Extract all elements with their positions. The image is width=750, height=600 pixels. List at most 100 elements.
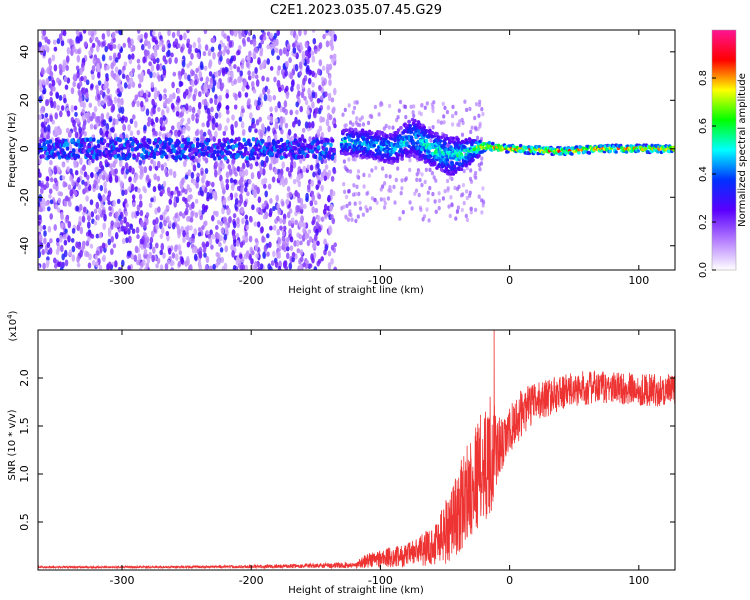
spectrogram-cell	[232, 264, 237, 270]
spectrogram-cell	[129, 137, 133, 142]
spectrogram-cell	[38, 79, 42, 87]
spectrogram-cell	[246, 84, 250, 90]
spectrogram-cell	[181, 212, 186, 219]
spectrogram-cell	[283, 245, 287, 253]
spectrogram-cell	[242, 81, 247, 87]
spectrogram-cell	[201, 225, 205, 231]
spectrogram-cell	[203, 146, 208, 151]
spectrogram-cell	[152, 71, 157, 79]
spectrogram-cell	[75, 241, 79, 248]
spectrogram-cell	[383, 181, 387, 186]
spectrogram-cell	[101, 54, 106, 62]
spectrogram-cell	[311, 91, 316, 99]
spectrogram-cell	[279, 225, 283, 231]
spectrogram-cell	[163, 219, 167, 227]
spectrogram-cell	[305, 196, 309, 203]
spectrogram-cell	[159, 64, 163, 71]
spectrogram-cell	[309, 164, 314, 171]
spectrogram-cell	[128, 82, 132, 90]
spectrogram-cell	[481, 203, 485, 208]
spectrogram-cell	[112, 37, 116, 43]
spectrogram-cell	[296, 155, 301, 160]
spectrogram-cell	[104, 45, 108, 53]
spectrogram-cell	[428, 167, 432, 172]
spectrogram-cell	[263, 93, 268, 102]
spectrogram-cell	[76, 118, 80, 124]
spectrogram-cell	[60, 211, 64, 220]
spectrogram-cell	[480, 198, 484, 203]
spectrogram-cell	[96, 44, 100, 53]
spectrogram-cell	[58, 94, 63, 101]
spectrogram-cell	[87, 215, 91, 221]
spectrogram-cell	[316, 174, 320, 181]
spectrogram-cell	[312, 171, 316, 178]
spectrogram-cell	[299, 105, 304, 113]
spectrogram-cell	[93, 208, 98, 214]
spectrogram-cell	[302, 145, 307, 151]
spectrogram-cell	[245, 156, 250, 161]
spectrogram-cell	[186, 30, 190, 34]
spectrogram-cell	[88, 102, 93, 108]
spectrogram-cell	[54, 204, 59, 210]
spectrogram-cell	[86, 174, 90, 181]
spectrogram-cell	[56, 237, 60, 243]
spectrogram-cell	[88, 137, 93, 142]
spectrogram-cell	[245, 61, 250, 68]
spectrogram-cell	[135, 226, 140, 234]
spectrogram-cell	[104, 159, 108, 165]
spectrogram-cell	[129, 77, 134, 84]
spectrogram-cell	[133, 176, 137, 184]
spectrogram-cell	[138, 193, 143, 201]
spectrogram-cell	[51, 79, 56, 87]
spectrogram-cell	[277, 265, 282, 270]
colorbar: 0.00.20.40.60.8 Normalized spectral ampl…	[698, 29, 748, 278]
spectrogram-cell	[244, 168, 249, 177]
spectrogram-cell	[168, 132, 172, 140]
spectrogram-cell	[233, 30, 238, 37]
spectrogram-cell	[325, 118, 330, 127]
spectrogram-cell	[116, 97, 121, 104]
spectrogram-cell	[289, 30, 294, 36]
spectrogram-cell	[252, 188, 256, 196]
spectrogram-cell	[401, 210, 405, 215]
spectrogram-cell	[46, 133, 50, 140]
spectrogram-cell	[319, 139, 324, 145]
spectrogram-cell	[202, 151, 206, 156]
spectrogram-cell	[184, 174, 189, 180]
spectrogram-cell	[383, 201, 387, 206]
spectrogram-cell	[298, 233, 303, 240]
spectrogram-cell	[437, 206, 441, 211]
spectrogram-cell	[146, 144, 150, 149]
spectrogram-cell	[400, 178, 404, 183]
spectrogram-cell	[127, 235, 132, 244]
spectrogram-cell	[398, 99, 403, 105]
spectrogram-cell	[254, 237, 259, 243]
spectrogram-cell	[57, 155, 62, 160]
spectrogram-cell	[175, 253, 179, 261]
spectrogram-cell	[241, 217, 245, 225]
spectrogram-cell	[232, 221, 237, 229]
spectrogram-cell	[39, 224, 43, 232]
spectrogram-cell	[295, 239, 300, 247]
spectrogram-cell	[425, 101, 429, 106]
spectrogram-cell	[271, 176, 276, 183]
spectrogram-cell	[316, 140, 321, 145]
spectrogram-cell	[281, 177, 285, 184]
spectrogram-cell	[284, 122, 289, 129]
spectrogram-cell	[181, 107, 186, 113]
spectrogram-cell	[323, 158, 328, 164]
spectrogram-cell	[87, 30, 92, 36]
spectrogram-cell	[269, 266, 273, 270]
spectrogram-cell	[468, 106, 472, 112]
x-tick-label: -100	[368, 574, 393, 587]
spectrogram-cell	[293, 146, 298, 151]
spectrogram-cell	[303, 203, 307, 210]
spectrogram-cell	[473, 173, 477, 179]
spectrogram-cell	[93, 105, 98, 113]
spectrogram-cell	[296, 192, 301, 199]
spectrogram-cell	[177, 260, 182, 267]
spectrogram-cell	[186, 225, 190, 232]
spectrogram-cell	[276, 215, 280, 222]
spectrogram-cell	[233, 64, 237, 70]
spectrogram-cell	[53, 177, 58, 184]
